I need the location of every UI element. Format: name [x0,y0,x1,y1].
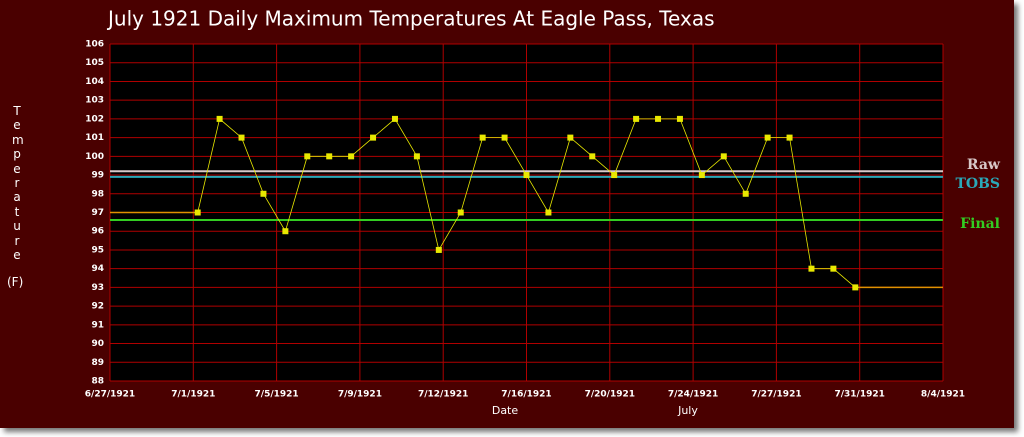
data-point [348,153,355,160]
data-point [742,190,749,197]
data-point [545,209,552,216]
y-tick-label: 95 [91,245,104,255]
data-point [391,115,398,122]
data-point [523,172,530,179]
y-tick-label: 92 [91,302,104,312]
data-point [238,134,245,141]
x-tick-label: 7/12/1921 [418,390,468,400]
y-tick-label: 102 [85,114,104,124]
data-point [260,190,267,197]
y-tick-label: 93 [91,283,104,293]
y-tick-label: 91 [91,320,104,330]
reference-label: Raw [967,157,1001,173]
x-tick-label: 7/31/1921 [834,390,884,400]
y-tick-label: 101 [85,133,104,143]
y-tick-label: 106 [85,40,104,50]
y-tick-label: 94 [91,264,104,274]
reference-label: TOBS [955,176,1000,192]
data-point [786,134,793,141]
y-tick-label: 103 [85,96,104,106]
y-tick-label: 97 [91,208,104,218]
data-point [413,153,420,160]
y-tick-label: 89 [91,358,104,368]
x-tick-label: 8/4/1921 [921,390,965,400]
data-point [655,115,662,122]
y-tick-label: 90 [91,339,104,349]
data-point [216,115,223,122]
x-tick-label: 7/24/1921 [668,390,718,400]
y-tick-label: 98 [91,189,104,199]
data-point [501,134,508,141]
x-tick-label: 7/20/1921 [585,390,635,400]
data-point [435,246,442,253]
data-point [304,153,311,160]
data-point [720,153,727,160]
x-tick-label: 7/5/1921 [255,390,299,400]
y-axis-label: Temperature [12,104,24,263]
data-point [676,115,683,122]
y-tick-label: 88 [91,377,104,387]
x-tick-label: 7/27/1921 [751,390,801,400]
y-tick-label: 96 [91,227,104,237]
x-tick-label: 6/27/1921 [85,390,135,400]
data-point [567,134,574,141]
y-tick-label: 100 [85,152,104,162]
reference-label: Final [960,216,1000,232]
data-point [457,209,464,216]
x-axis-label: Date [492,404,519,417]
x-tick-label: 7/1/1921 [171,390,215,400]
chart-title: July 1921 Daily Maximum Temperatures At … [106,7,715,31]
x-tick-label: 7/9/1921 [338,390,382,400]
data-point [852,284,859,291]
x-tick-label: 7/16/1921 [501,390,551,400]
data-point [282,228,289,235]
chart: July 1921 Daily Maximum Temperatures At … [85,7,1001,418]
data-point [698,172,705,179]
y-tick-label: 105 [85,58,104,68]
y-tick-label: 104 [85,77,104,87]
y-axis-unit: (F) [7,275,24,289]
data-point [326,153,333,160]
data-point [370,134,377,141]
data-point [830,265,837,272]
data-point [611,172,618,179]
data-point [479,134,486,141]
data-point [764,134,771,141]
y-tick-label: 99 [91,171,104,181]
data-point [589,153,596,160]
data-point [194,209,201,216]
data-point [633,115,640,122]
annotation: July [677,404,698,417]
data-point [808,265,815,272]
